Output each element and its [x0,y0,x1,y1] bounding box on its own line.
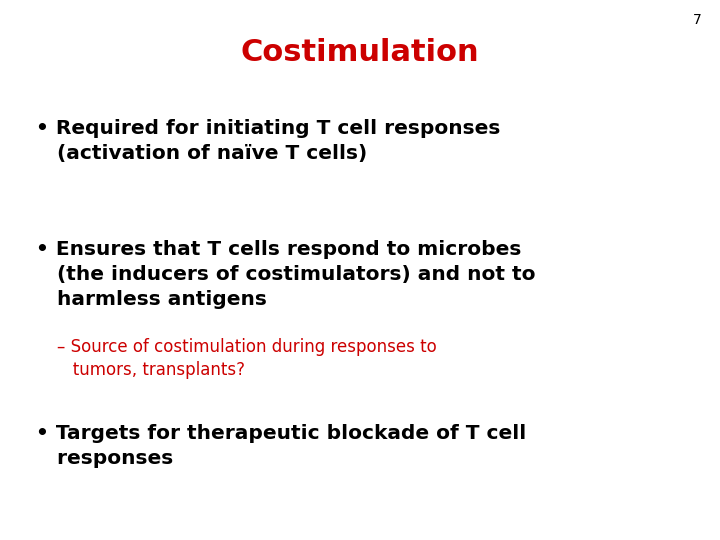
Text: 7: 7 [693,14,702,28]
Text: • Targets for therapeutic blockade of T cell
   responses: • Targets for therapeutic blockade of T … [36,424,526,468]
Text: • Ensures that T cells respond to microbes
   (the inducers of costimulators) an: • Ensures that T cells respond to microb… [36,240,536,309]
Text: – Source of costimulation during responses to
       tumors, transplants?: – Source of costimulation during respons… [36,338,437,379]
Text: • Required for initiating T cell responses
   (activation of naïve T cells): • Required for initiating T cell respons… [36,119,500,163]
Text: Costimulation: Costimulation [240,38,480,67]
